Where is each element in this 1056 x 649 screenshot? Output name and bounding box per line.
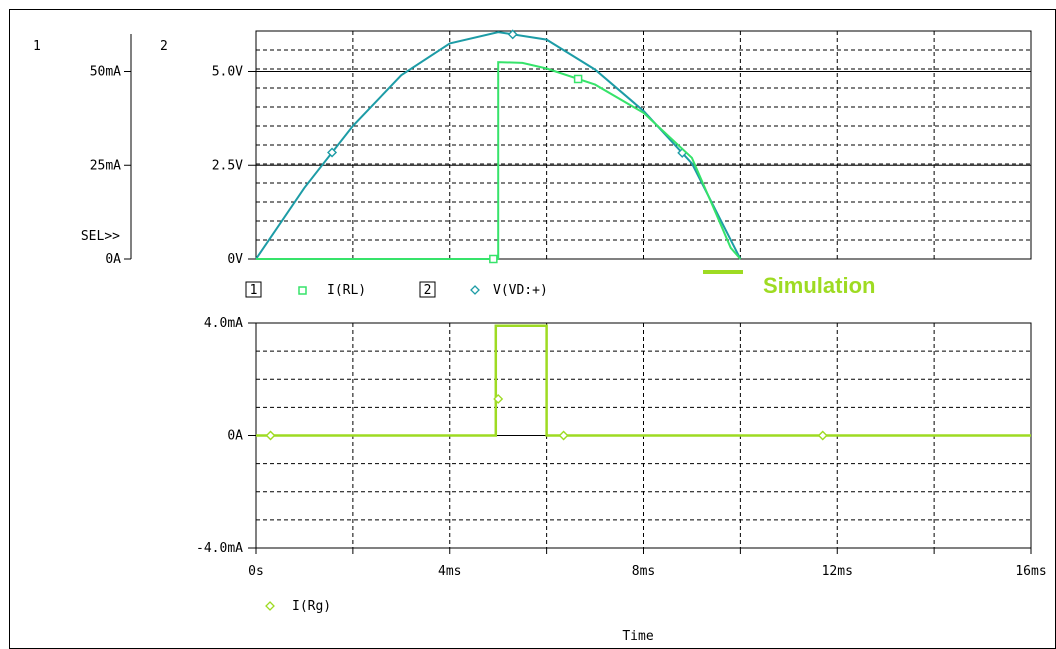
legend-diamond-marker bbox=[470, 285, 480, 295]
x-axis-title: Time bbox=[622, 629, 653, 644]
axis2-tick-label: 0V bbox=[227, 252, 243, 267]
bottom-x-tick-label: 16ms bbox=[1015, 564, 1046, 579]
top-series-layer bbox=[255, 29, 742, 264]
series-irg-marker bbox=[265, 430, 276, 441]
legend-series-vd-label: V(VD:+) bbox=[493, 283, 548, 298]
series-vvd-marker bbox=[507, 29, 518, 40]
series-irl-marker bbox=[489, 254, 498, 264]
bottom-y-tick-label: -4.0mA bbox=[196, 541, 243, 556]
top-plot-grid bbox=[256, 31, 1031, 259]
top-plot-frame bbox=[255, 30, 1032, 260]
legend-axis-box-2-label: 2 bbox=[424, 283, 432, 298]
legend-rg-diamond-marker bbox=[265, 601, 275, 611]
legend-axis-box-1 bbox=[245, 281, 262, 298]
series-irl-line bbox=[256, 61, 742, 260]
series-irg-marker bbox=[817, 430, 828, 441]
axis1-sel-label: SEL>> bbox=[81, 229, 120, 244]
bottom-x-tick-label: 4ms bbox=[438, 564, 461, 579]
legend-series-rl-label: I(RL) bbox=[327, 283, 366, 298]
axis2-tick-label: 2.5V bbox=[212, 158, 243, 173]
bottom-y-tick-label: 0A bbox=[227, 429, 243, 444]
bottom-series-layer bbox=[256, 324, 1031, 441]
axis1-number: 1 bbox=[33, 39, 41, 54]
top-legend: 1 I(RL) 2 V(VD:+) bbox=[245, 281, 548, 298]
bottom-y-tick-label: 4.0mA bbox=[204, 316, 243, 331]
axis1-tick-label: 25mA bbox=[90, 158, 121, 173]
axis1-ticks: 0A 25mA 50mA bbox=[90, 65, 131, 267]
series-irg-marker bbox=[558, 430, 569, 441]
axis2-number: 2 bbox=[160, 39, 168, 54]
series-irg-marker bbox=[493, 393, 504, 404]
axis1-tick-label: 50mA bbox=[90, 65, 121, 80]
bottom-y-ticks: 4.0mA 0A -4.0mA bbox=[196, 316, 256, 556]
annotation-label: Simulation bbox=[763, 273, 875, 298]
bottom-x-tick-label: 0s bbox=[248, 564, 264, 579]
legend-axis-box-1-label: 1 bbox=[250, 283, 258, 298]
series-irl-marker bbox=[573, 74, 583, 84]
legend-axis-box-2 bbox=[419, 281, 436, 298]
window-frame bbox=[9, 9, 1056, 649]
series-irg-line bbox=[256, 324, 1031, 437]
legend-square-marker bbox=[298, 286, 307, 295]
bottom-x-tick-label: 12ms bbox=[822, 564, 853, 579]
bottom-x-tick-label: 8ms bbox=[632, 564, 655, 579]
axis2-ticks: 0V 2.5V 5.0V bbox=[212, 65, 256, 267]
axis1-tick-label: 0A bbox=[105, 252, 121, 267]
axis2-tick-label: 5.0V bbox=[212, 65, 243, 80]
bottom-x-ticks: 0s 4ms 8ms 12ms 16ms bbox=[248, 548, 1047, 579]
legend-series-rg-label: I(Rg) bbox=[292, 599, 331, 614]
series-vvd-marker bbox=[327, 147, 338, 158]
